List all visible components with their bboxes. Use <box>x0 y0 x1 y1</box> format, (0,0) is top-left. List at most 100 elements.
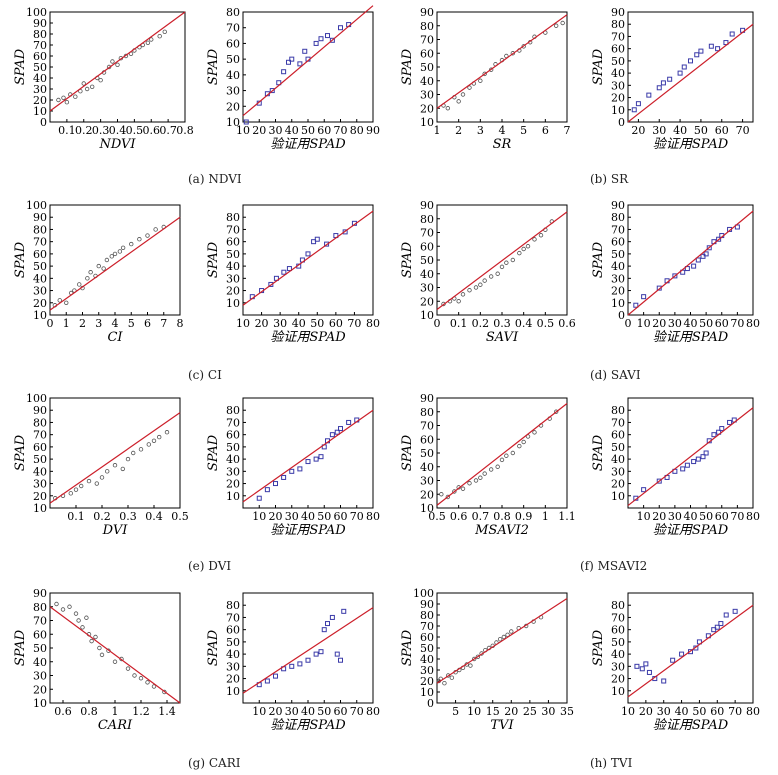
y-axis-label: SPAD <box>400 434 415 471</box>
y-tick-label: 100 <box>26 392 47 405</box>
data-point <box>151 438 157 443</box>
data-point <box>714 624 720 630</box>
y-tick-label: 100 <box>26 199 47 212</box>
data-point <box>56 97 61 103</box>
data-point <box>478 282 483 287</box>
data-point <box>488 274 494 279</box>
x-tick-label: 0.2 <box>75 124 93 137</box>
data-point <box>525 244 531 249</box>
x-tick-label: 10 <box>252 510 266 523</box>
data-point <box>264 487 270 493</box>
y-tick-label: 20 <box>611 478 625 491</box>
y-tick-label: 90 <box>33 211 47 224</box>
plot-frame <box>242 592 374 704</box>
y-tick-label: 10 <box>226 490 240 503</box>
x-tick-label: 7 <box>160 317 167 330</box>
y-axis-label: SPAD <box>400 241 415 278</box>
data-point <box>521 246 526 252</box>
data-point <box>670 657 676 663</box>
x-tick-label: 30 <box>668 317 682 330</box>
y-tick-label: 40 <box>420 268 434 281</box>
plot-frame <box>49 592 181 704</box>
data-point <box>76 618 81 623</box>
x-tick-label: 35 <box>560 705 574 718</box>
plot-frame <box>49 204 181 316</box>
x-tick-label: 30 <box>652 124 666 137</box>
x-tick-label: 50 <box>699 317 713 330</box>
data-point <box>97 645 102 651</box>
data-point <box>125 456 131 462</box>
y-tick-label: 20 <box>420 488 434 501</box>
plot-frame <box>49 397 181 509</box>
y-tick-label: 60 <box>226 236 240 249</box>
x-tick-label: 20 <box>269 705 283 718</box>
y-tick-label: 50 <box>226 248 240 261</box>
x-tick-label: 80 <box>350 124 364 137</box>
x-tick-label: 0 <box>47 317 54 330</box>
x-axis-label: 验证用SPAD <box>270 136 346 152</box>
y-tick-label: 40 <box>611 67 625 80</box>
y-tick-label: 30 <box>33 670 47 683</box>
x-tick-label: 0.5 <box>428 510 446 523</box>
y-tick-label: 90 <box>33 404 47 417</box>
data-point <box>269 88 275 94</box>
x-tick-label: 30 <box>269 124 283 137</box>
y-tick-label: 10 <box>33 309 47 322</box>
x-tick-label: 0.2 <box>93 510 111 523</box>
y-tick-label: 60 <box>226 429 240 442</box>
y-tick-label: 80 <box>420 213 434 226</box>
caption-h: (h) TVI <box>590 756 633 770</box>
data-point <box>93 634 98 640</box>
data-point <box>634 663 640 669</box>
data-point <box>497 637 503 642</box>
data-point <box>521 44 526 49</box>
y-tick-label: 30 <box>611 79 625 92</box>
data-point <box>688 58 693 64</box>
data-point <box>641 294 647 300</box>
y-tick-label: 60 <box>33 628 47 641</box>
data-point <box>162 689 167 695</box>
y-tick-label: 60 <box>611 236 625 249</box>
y-tick-label: 50 <box>420 642 434 655</box>
x-tick-label: 1 <box>112 705 119 718</box>
data-point <box>318 649 324 655</box>
x-tick-label: 0 <box>625 317 632 330</box>
data-point <box>138 676 144 681</box>
y-tick-label: 20 <box>611 673 625 686</box>
fit-line <box>242 409 374 503</box>
x-tick-label: 80 <box>366 510 380 523</box>
data-point <box>243 119 249 125</box>
data-point <box>268 281 274 287</box>
data-point <box>456 299 461 304</box>
x-tick-label: 1 <box>63 317 70 330</box>
y-tick-label: 50 <box>420 61 434 74</box>
y-tick-label: 80 <box>420 406 434 419</box>
data-point <box>510 257 516 263</box>
data-point <box>297 661 303 667</box>
data-point <box>289 56 295 62</box>
y-tick-label: 50 <box>611 248 625 261</box>
data-point <box>109 254 114 259</box>
chart-ci-validation: 10 20 30 40 50 60 70 801020304050607080验证用SPADS… <box>206 204 380 345</box>
y-axis-label: SPAD <box>206 629 221 666</box>
y-tick-label: 0 <box>427 697 434 710</box>
x-tick-label: 10 <box>236 317 250 330</box>
data-point <box>456 99 461 104</box>
y-tick-label: 20 <box>226 478 240 491</box>
x-tick-label: 0.5 <box>126 124 144 137</box>
data-point <box>660 80 666 86</box>
y-tick-label: 60 <box>611 429 625 442</box>
y-tick-label: 60 <box>420 631 434 644</box>
x-tick-label: 50 <box>317 705 331 718</box>
data-point <box>703 251 709 257</box>
data-point <box>677 70 683 76</box>
data-point <box>318 36 324 42</box>
data-point <box>313 40 319 46</box>
data-point <box>729 31 735 37</box>
data-point <box>688 649 693 655</box>
data-point <box>703 450 709 456</box>
y-tick-label: 60 <box>611 624 625 637</box>
y-tick-label: 70 <box>33 39 47 52</box>
